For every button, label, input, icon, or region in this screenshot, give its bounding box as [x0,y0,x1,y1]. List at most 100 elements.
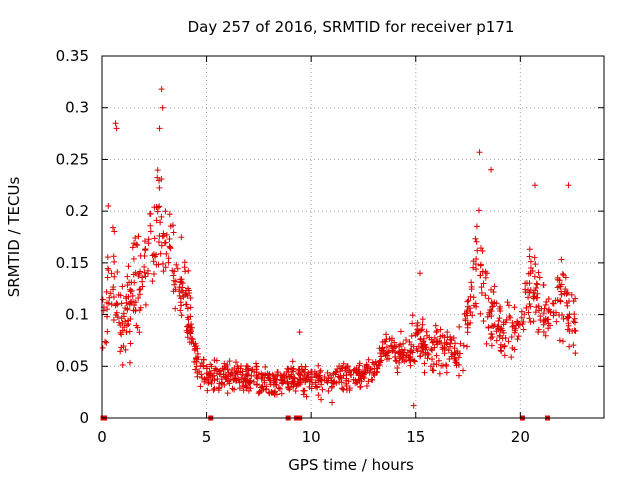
data-point [550,300,557,307]
data-point [103,339,110,346]
data-point [141,263,148,270]
data-point [505,338,512,345]
data-point [519,321,526,328]
data-point [124,282,131,289]
data-point [489,303,496,310]
data-point [346,385,353,392]
data-point [357,383,364,390]
data-point [244,384,251,391]
data-point [203,370,210,377]
data-point [483,270,490,277]
data-point [108,301,115,308]
x-tick-label: 10 [302,428,321,446]
data-point [511,327,518,334]
data-point [258,375,265,382]
data-point [506,313,513,320]
data-point-peak [329,399,336,406]
data-point [254,381,261,388]
data-point [170,272,177,279]
data-point [167,223,174,230]
data-point [412,332,419,339]
data-point [119,361,126,368]
data-point [470,258,477,265]
data-point [485,295,492,302]
data-point [242,366,249,373]
data-point [336,362,343,369]
data-point [301,387,308,394]
data-point [292,388,299,395]
data-point [407,356,414,363]
data-point [109,224,116,231]
data-point [554,276,561,283]
data-point [396,355,403,362]
data-point [533,284,540,291]
data-point [488,342,495,349]
data-point [355,376,362,383]
data-point [465,297,472,304]
data-point [533,294,540,301]
data-point [110,317,117,324]
data-point [107,290,114,297]
data-point [411,358,418,365]
data-point [375,362,382,369]
data-point [205,374,212,381]
data-point [99,344,106,351]
data-point [526,253,533,260]
data-point [343,386,350,393]
data-point [482,274,489,281]
data-point [314,384,321,391]
data-point [185,267,192,274]
data-point [526,246,533,253]
data-point [534,281,541,288]
data-point [182,291,188,298]
data-point [99,296,106,303]
x-tick-label: 15 [406,428,425,446]
data-point [300,391,307,398]
data-point [536,274,543,281]
data-point [129,292,136,299]
data-point [468,279,475,286]
data-point [268,388,275,395]
data-point [421,360,428,367]
data-point [216,385,223,392]
data-point [144,267,151,274]
data-point [231,386,238,393]
data-point [281,371,288,378]
data-point [172,305,179,312]
data-point [137,286,144,293]
data-point [142,273,149,280]
data-point [391,353,398,360]
data-point [484,313,491,320]
data-point [334,365,341,372]
data-point [193,343,200,350]
data-point [470,264,477,271]
data-point [365,356,372,363]
data-point [456,323,463,330]
data-point [420,349,427,356]
data-point [315,392,322,399]
data-point-peak [158,86,165,93]
data-point [289,358,296,365]
data-point [183,327,190,334]
data-point [397,328,404,335]
data-point [259,383,266,390]
data-point [397,341,404,348]
data-point [493,337,500,344]
data-point [489,303,496,310]
data-point [545,306,552,313]
data-point [570,318,577,325]
data-point [206,368,213,375]
data-point-peak [113,125,120,132]
data-point [230,377,237,383]
data-point [216,371,223,378]
data-point [491,283,498,290]
data-point [174,265,181,272]
data-point [464,298,471,305]
data-point [248,372,255,379]
data-point [153,203,160,210]
data-point [178,276,185,283]
data-point [558,312,565,319]
data-point [408,341,415,348]
data-point [527,258,534,265]
data-point [377,350,384,357]
